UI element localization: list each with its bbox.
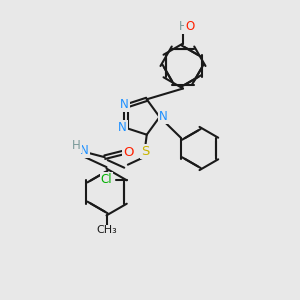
Text: H: H bbox=[178, 20, 188, 33]
Text: H: H bbox=[72, 139, 81, 152]
Text: N: N bbox=[80, 144, 89, 157]
Text: CH₃: CH₃ bbox=[96, 225, 117, 236]
Text: N: N bbox=[159, 110, 168, 124]
Text: S: S bbox=[141, 145, 149, 158]
Text: Cl: Cl bbox=[101, 173, 112, 186]
Text: N: N bbox=[120, 98, 129, 111]
Text: O: O bbox=[185, 20, 194, 33]
Text: O: O bbox=[124, 146, 134, 159]
Text: N: N bbox=[118, 122, 127, 134]
